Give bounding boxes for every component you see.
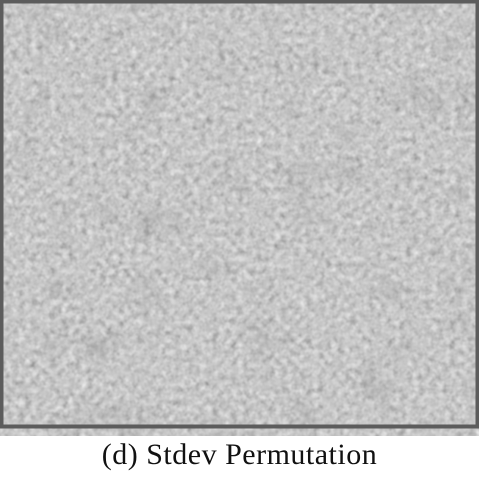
image-frame [0,0,479,429]
figure-image [0,0,479,429]
noise-shading [4,4,474,424]
caption: (d) Stdev Permutation [101,438,378,471]
